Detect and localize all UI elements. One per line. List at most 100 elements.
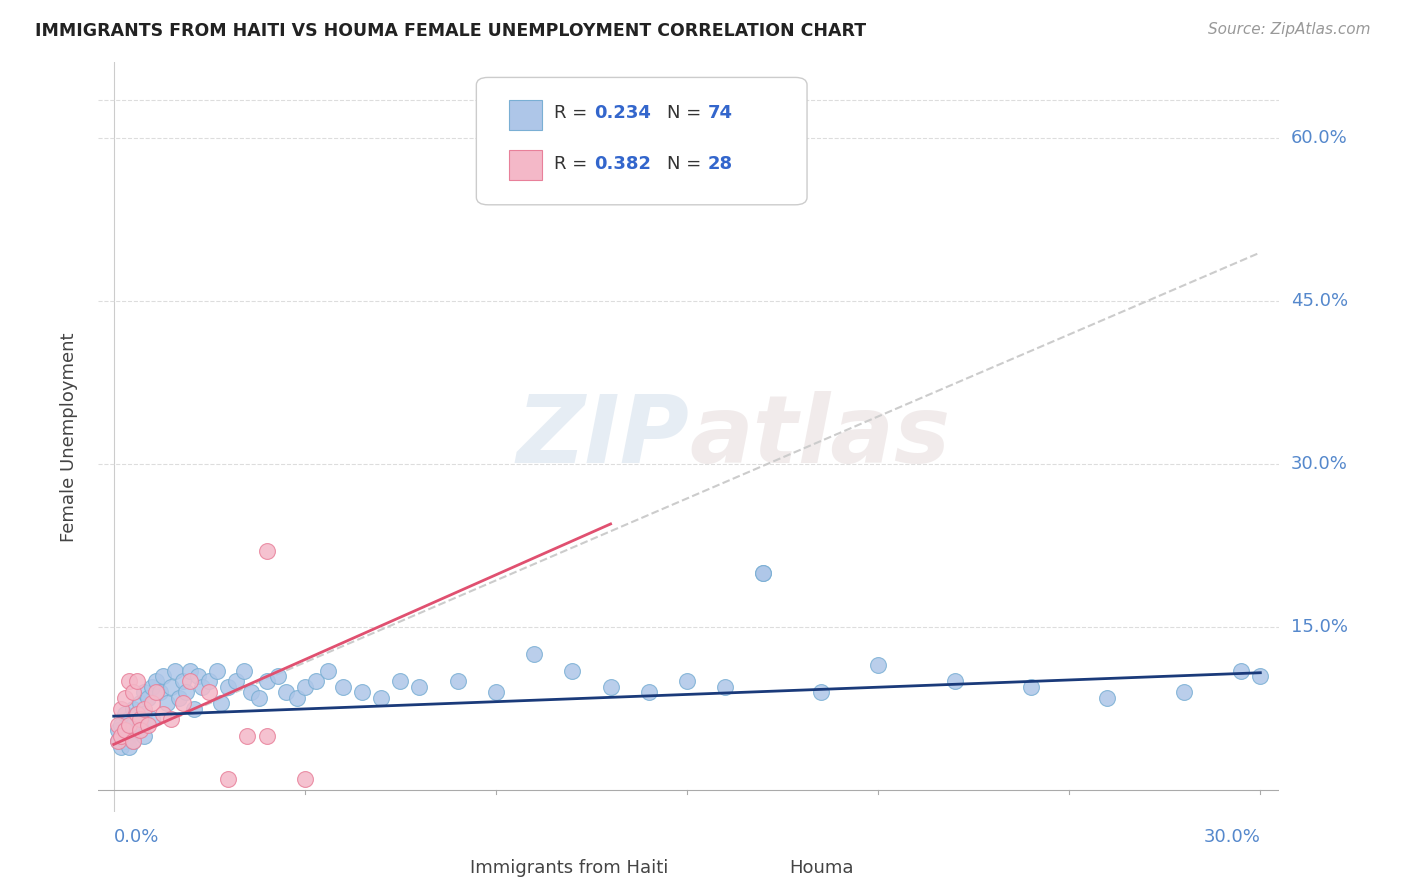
Point: [316, 664, 339, 678]
Point: [125, 706, 148, 721]
Point: [1019, 680, 1042, 694]
Point: [118, 729, 141, 743]
Point: [110, 739, 132, 754]
Point: [160, 680, 183, 694]
Point: [1097, 690, 1119, 705]
Point: [107, 734, 129, 748]
Point: [1249, 669, 1271, 683]
Point: [217, 772, 239, 786]
Point: [114, 734, 136, 748]
Point: [198, 674, 221, 689]
Point: [152, 669, 174, 683]
Point: [752, 566, 775, 580]
Point: [110, 718, 132, 732]
Point: [121, 701, 143, 715]
Text: 45.0%: 45.0%: [1291, 293, 1348, 310]
Point: [810, 685, 832, 699]
Point: [114, 723, 136, 738]
Point: [134, 706, 156, 721]
Point: [305, 674, 328, 689]
Text: Houma: Houma: [789, 859, 853, 877]
Point: [389, 674, 412, 689]
FancyBboxPatch shape: [748, 856, 782, 881]
FancyBboxPatch shape: [429, 856, 463, 881]
Point: [256, 544, 278, 558]
Point: [447, 674, 470, 689]
Text: 30.0%: 30.0%: [1291, 455, 1347, 474]
Point: [676, 674, 699, 689]
Point: [1230, 664, 1253, 678]
Point: [561, 664, 583, 678]
Point: [190, 680, 212, 694]
Point: [114, 723, 136, 738]
Point: [581, 142, 603, 156]
Point: [274, 685, 297, 699]
Point: [408, 680, 430, 694]
Point: [125, 706, 148, 721]
Text: R =: R =: [554, 154, 593, 172]
Point: [225, 674, 247, 689]
Point: [129, 723, 152, 738]
Point: [129, 718, 152, 732]
Point: [121, 685, 143, 699]
Point: [205, 664, 228, 678]
Point: [172, 696, 194, 710]
Point: [152, 706, 174, 721]
Point: [752, 566, 775, 580]
Point: [110, 701, 132, 715]
Text: 15.0%: 15.0%: [1291, 618, 1347, 636]
Point: [121, 718, 143, 732]
Point: [107, 723, 129, 738]
Point: [236, 729, 259, 743]
FancyBboxPatch shape: [509, 100, 543, 130]
Point: [183, 701, 205, 715]
Point: [637, 685, 659, 699]
Point: [370, 690, 392, 705]
Point: [148, 685, 170, 699]
Point: [114, 706, 136, 721]
Point: [198, 685, 221, 699]
Point: [134, 685, 156, 699]
Point: [943, 674, 966, 689]
Point: [141, 696, 163, 710]
Point: [136, 690, 159, 705]
Point: [294, 772, 316, 786]
Text: R =: R =: [554, 104, 593, 122]
FancyBboxPatch shape: [477, 78, 807, 205]
Point: [160, 713, 183, 727]
Point: [107, 718, 129, 732]
Point: [141, 713, 163, 727]
Text: 30.0%: 30.0%: [1204, 828, 1260, 846]
Point: [118, 739, 141, 754]
Point: [156, 696, 179, 710]
Point: [256, 674, 278, 689]
Point: [141, 680, 163, 694]
Point: [145, 674, 167, 689]
Text: 74: 74: [707, 104, 733, 122]
Text: 0.234: 0.234: [595, 104, 651, 122]
Point: [125, 723, 148, 738]
Text: 0.382: 0.382: [595, 154, 651, 172]
Text: N =: N =: [666, 154, 706, 172]
Point: [134, 729, 156, 743]
Text: Female Unemployment: Female Unemployment: [60, 333, 77, 541]
Point: [285, 690, 308, 705]
Point: [1173, 685, 1195, 699]
Text: Immigrants from Haiti: Immigrants from Haiti: [471, 859, 669, 877]
Text: ZIP: ZIP: [516, 391, 689, 483]
Text: 28: 28: [707, 154, 733, 172]
Point: [714, 680, 737, 694]
Point: [114, 690, 136, 705]
Point: [129, 713, 152, 727]
Point: [187, 669, 209, 683]
Point: [172, 674, 194, 689]
Point: [145, 685, 167, 699]
Point: [599, 680, 621, 694]
Point: [107, 734, 129, 748]
Point: [256, 729, 278, 743]
Point: [240, 685, 263, 699]
Text: 60.0%: 60.0%: [1291, 129, 1347, 147]
FancyBboxPatch shape: [509, 150, 543, 180]
Point: [267, 669, 290, 683]
Text: Source: ZipAtlas.com: Source: ZipAtlas.com: [1208, 22, 1371, 37]
